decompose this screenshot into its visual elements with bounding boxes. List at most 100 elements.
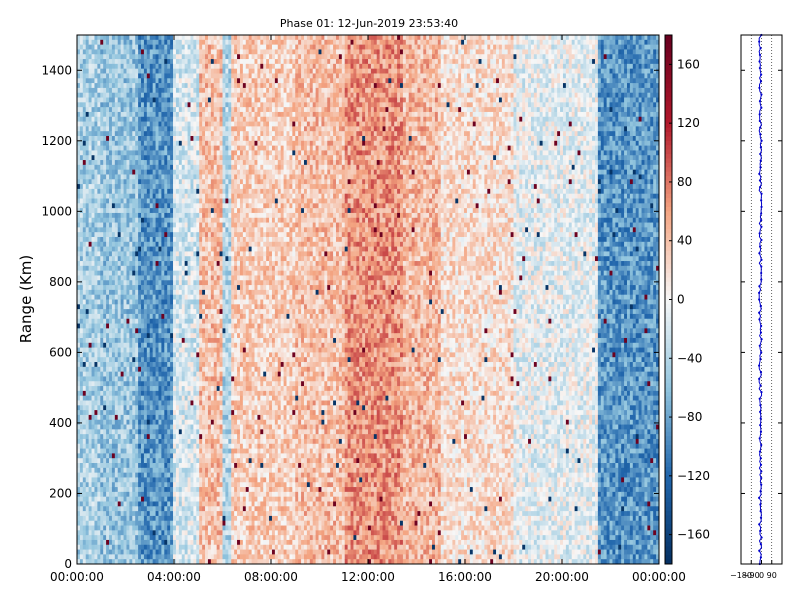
heatmap-cell	[178, 280, 183, 286]
heatmap-cell	[161, 458, 165, 464]
heatmap-cell	[143, 212, 148, 219]
heatmap-cell	[88, 102, 92, 108]
heatmap-cell	[88, 261, 92, 267]
heatmap-cell	[202, 256, 206, 262]
heatmap-cell	[190, 59, 194, 65]
heatmap-cell	[158, 193, 162, 199]
heatmap-cell	[193, 246, 197, 252]
heatmap-cell	[193, 241, 197, 247]
heatmap-cell	[94, 386, 98, 392]
heatmap-cell	[85, 318, 90, 324]
heatmap-cell	[91, 491, 95, 498]
heatmap-cell	[97, 559, 101, 565]
heatmap-cell	[141, 438, 145, 445]
heatmap-cell	[117, 78, 122, 84]
heatmap-cell	[100, 352, 104, 358]
heatmap-cell	[94, 217, 98, 223]
heatmap-cell	[152, 424, 156, 430]
heatmap-cell	[94, 169, 98, 175]
heatmap-cell	[155, 102, 159, 108]
heatmap-cell	[129, 208, 133, 214]
heatmap-cell	[132, 342, 136, 348]
heatmap-cell	[117, 323, 122, 329]
heatmap-cell	[184, 395, 188, 401]
heatmap-cell	[141, 222, 145, 228]
heatmap-cell	[173, 246, 177, 252]
heatmap-cell	[178, 222, 183, 228]
heatmap-cell	[103, 39, 107, 46]
heatmap-cell	[173, 515, 177, 522]
heatmap-cell	[79, 337, 84, 344]
heatmap-cell	[207, 145, 212, 151]
heatmap-cell	[106, 443, 110, 449]
heatmap-cell	[109, 323, 113, 329]
heatmap-cell	[106, 525, 110, 531]
heatmap-cell	[146, 49, 151, 55]
heatmap-cell	[196, 506, 200, 512]
heatmap-cell	[181, 294, 186, 300]
heatmap-cell	[79, 342, 84, 348]
heatmap-cell	[120, 208, 124, 214]
heatmap-cell	[109, 405, 113, 411]
heatmap-cell	[184, 294, 188, 300]
heatmap-cell	[196, 92, 200, 98]
heatmap-cell	[117, 169, 122, 175]
heatmap-cell	[205, 530, 209, 536]
heatmap-cell	[187, 535, 191, 541]
heatmap-cell	[181, 381, 186, 387]
heatmap-cell	[181, 405, 186, 411]
heatmap-cell	[190, 501, 194, 507]
heatmap-cell	[85, 491, 90, 498]
heatmap-cell	[106, 400, 110, 406]
heatmap-cell	[100, 193, 104, 199]
heatmap-cell	[106, 337, 110, 344]
heatmap-cell	[79, 313, 84, 320]
heatmap-cell	[175, 179, 180, 185]
heatmap-cell	[164, 126, 168, 132]
heatmap-cell	[184, 400, 188, 406]
heatmap-cell	[158, 49, 162, 55]
heatmap-cell	[117, 212, 122, 219]
heatmap-cell	[158, 150, 162, 156]
heatmap-cell	[190, 102, 194, 108]
heatmap-cell	[100, 63, 104, 70]
heatmap-cell	[187, 477, 191, 483]
heatmap-cell	[146, 530, 151, 536]
heatmap-cell	[79, 463, 84, 469]
heatmap-cell	[120, 530, 124, 536]
heatmap-cell	[199, 92, 203, 98]
heatmap-cell	[94, 193, 98, 199]
heatmap-cell	[106, 160, 110, 166]
heatmap-cell	[175, 511, 180, 517]
heatmap-cell	[135, 164, 139, 171]
heatmap-cell	[187, 232, 191, 238]
heatmap-cell	[181, 352, 186, 358]
heatmap-cell	[167, 285, 171, 291]
heatmap-cell	[207, 160, 212, 166]
heatmap-cell	[77, 251, 81, 257]
heatmap-cell	[79, 328, 84, 334]
heatmap-cell	[114, 323, 119, 329]
heatmap-cell	[155, 203, 159, 209]
heatmap-cell	[202, 236, 206, 243]
heatmap-cell	[167, 222, 171, 228]
heatmap-cell	[109, 381, 113, 387]
heatmap-cell	[129, 448, 133, 454]
heatmap-cell	[167, 342, 171, 348]
heatmap-cell	[164, 313, 168, 320]
heatmap-cell	[135, 337, 139, 344]
heatmap-cell	[82, 160, 87, 166]
heatmap-cell	[88, 97, 92, 103]
heatmap-cell	[138, 150, 142, 156]
heatmap-cell	[97, 131, 101, 137]
heatmap-cell	[193, 309, 197, 315]
heatmap-cell	[129, 381, 133, 387]
heatmap-cell	[199, 68, 203, 74]
heatmap-cell	[97, 299, 101, 305]
heatmap-cell	[77, 188, 81, 195]
heatmap-cell	[205, 87, 209, 94]
heatmap-cell	[129, 419, 133, 425]
heatmap-cell	[91, 304, 95, 310]
heatmap-cell	[111, 491, 116, 498]
heatmap-cell	[187, 116, 191, 122]
